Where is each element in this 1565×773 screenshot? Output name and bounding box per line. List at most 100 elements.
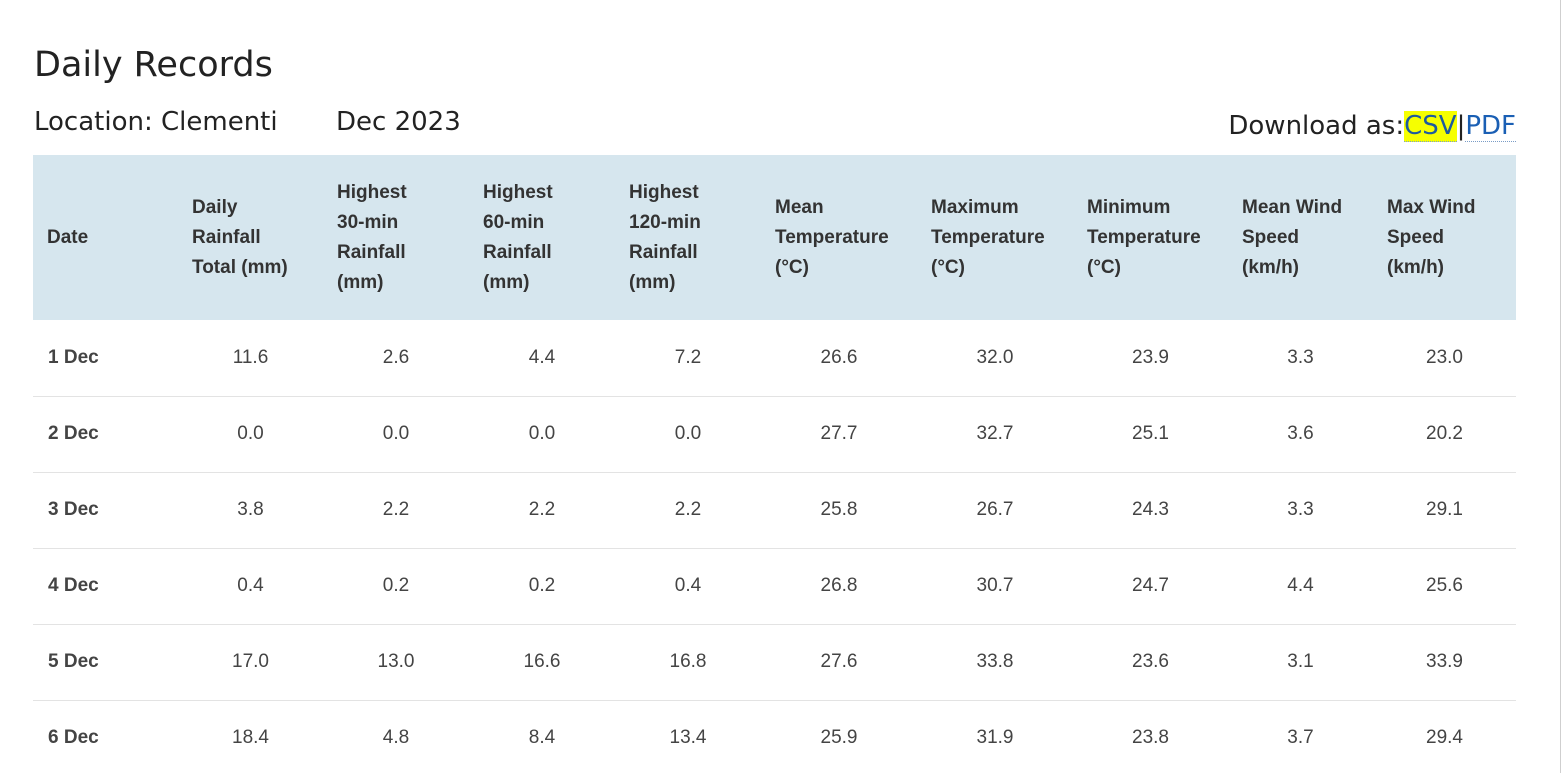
value-cell: 29.4	[1426, 727, 1463, 749]
value-cell: 0.4	[674, 575, 702, 596]
date-cell: 6 Dec	[48, 727, 99, 749]
value-cell: 3.3	[1287, 346, 1314, 368]
value-cell: 32.0	[976, 346, 1014, 368]
value-cell: 16.6	[523, 651, 561, 672]
value-cell: 27.7	[820, 423, 858, 444]
value-cell: 3.8	[237, 499, 264, 520]
value-cell: 23.6	[1132, 651, 1169, 672]
column-header-line: Total (mm)	[192, 256, 288, 278]
value-cell: 3.1	[1287, 651, 1314, 672]
column-header-line: Temperature	[1087, 226, 1201, 248]
column-header-line: 120-min	[629, 211, 701, 233]
value-cell: 0.0	[382, 423, 410, 444]
date-cell: 2 Dec	[48, 423, 99, 444]
table-row: 6 Dec 18.4 4.8 8.4 13.4 25.9 31.9 23.8 3.7 29.4	[33, 700, 1516, 773]
column-header-line: Daily	[192, 196, 238, 218]
column-header-line: Maximum	[931, 196, 1019, 218]
column-header-line: (mm)	[337, 271, 384, 293]
value-cell: 24.7	[1132, 575, 1169, 596]
column-header-line: Rainfall	[629, 241, 698, 263]
value-cell: 4.4	[528, 346, 556, 368]
value-cell: 0.2	[382, 575, 410, 596]
column-header-line: Date	[47, 226, 89, 248]
date-cell: 1 Dec	[48, 346, 99, 368]
column-header-line: 30-min	[337, 211, 399, 233]
date-cell: 3 Dec	[48, 499, 99, 520]
value-cell: 3.7	[1287, 727, 1314, 749]
column-header-line: Temperature	[931, 226, 1045, 248]
value-cell: 16.8	[669, 651, 707, 672]
column-header: Highest 30-min Rainfall (mm)	[323, 155, 469, 320]
column-header-line: Temperature	[775, 226, 889, 248]
value-cell: 3.3	[1287, 499, 1314, 520]
column-header-line: (mm)	[629, 271, 676, 293]
value-cell: 4.8	[382, 727, 410, 749]
value-cell: 26.8	[820, 575, 858, 596]
value-cell: 24.3	[1132, 499, 1169, 520]
column-header: Highest 60-min Rainfall (mm)	[469, 155, 615, 320]
value-cell: 31.9	[976, 727, 1014, 749]
value-cell: 8.4	[528, 727, 556, 749]
value-cell: 7.2	[674, 346, 702, 368]
column-header-line: Max Wind	[1387, 196, 1476, 218]
value-cell: 0.0	[237, 423, 264, 444]
date-cell: 5 Dec	[48, 651, 99, 672]
table-row: 5 Dec 17.0 13.0 16.6 16.8 27.6 33.8 23.6 3.1 33.9	[33, 624, 1516, 700]
table-header: Date Daily Rainfall Total (mm) Highest 30-min…	[33, 155, 1516, 320]
value-cell: 26.7	[976, 499, 1014, 520]
value-cell: 33.9	[1426, 651, 1463, 672]
download-options: Download as:CSV|PDF	[1228, 108, 1516, 144]
daily-records-table: Date Daily Rainfall Total (mm) Highest 30-min…	[33, 155, 1516, 773]
column-header: Max Wind Speed (km/h)	[1373, 155, 1516, 320]
value-cell: 23.9	[1132, 346, 1169, 368]
date-cell: 4 Dec	[48, 575, 99, 596]
column-header: Mean Temperature (°C)	[761, 155, 917, 320]
value-cell: 13.0	[377, 651, 415, 672]
column-header-line: Mean Wind	[1242, 196, 1343, 218]
column-header-line: Highest	[337, 181, 407, 203]
table-header-row: Date Daily Rainfall Total (mm) Highest 30-min…	[33, 155, 1516, 320]
download-pdf-link[interactable]: PDF	[1465, 111, 1516, 142]
value-cell: 25.1	[1132, 423, 1169, 444]
table-row: 1 Dec 11.6 2.6 4.4 7.2 26.6 32.0 23.9 3.3 23.0	[33, 320, 1516, 396]
page-title: Daily Records	[34, 45, 273, 85]
value-cell: 20.2	[1426, 423, 1463, 444]
value-cell: 33.8	[976, 651, 1014, 672]
value-cell: 23.8	[1132, 727, 1169, 749]
value-cell: 26.6	[820, 346, 858, 368]
value-cell: 2.2	[674, 499, 702, 520]
column-header-line: (°C)	[775, 256, 809, 278]
value-cell: 32.7	[976, 423, 1014, 444]
column-header: Mean Wind Speed (km/h)	[1228, 155, 1373, 320]
value-cell: 2.6	[382, 346, 410, 368]
column-header-line: Highest	[629, 181, 699, 203]
value-cell: 13.4	[669, 727, 707, 749]
value-cell: 25.8	[820, 499, 858, 520]
column-header-line: Speed	[1242, 226, 1300, 248]
value-cell: 11.6	[232, 346, 269, 368]
scrollbar-edge	[1560, 0, 1561, 773]
table-row: 4 Dec 0.4 0.2 0.2 0.4 26.8 30.7 24.7 4.4 25.6	[33, 548, 1516, 624]
value-cell: 27.6	[820, 651, 858, 672]
table-row: 3 Dec 3.8 2.2 2.2 2.2 25.8 26.7 24.3 3.3 29.1	[33, 472, 1516, 548]
column-header-line: Rainfall	[192, 226, 261, 248]
column-header-line: (km/h)	[1387, 256, 1444, 278]
column-header: Maximum Temperature (°C)	[917, 155, 1073, 320]
value-cell: 23.0	[1426, 346, 1463, 368]
location-label: Location: Clementi	[34, 107, 278, 137]
download-csv-link[interactable]: CSV	[1404, 111, 1457, 142]
value-cell: 18.4	[232, 727, 269, 749]
value-cell: 25.9	[820, 727, 858, 749]
column-header-line: Minimum	[1087, 196, 1171, 218]
value-cell: 0.0	[674, 423, 702, 444]
column-header-line: Speed	[1387, 226, 1445, 248]
value-cell: 29.1	[1426, 499, 1463, 520]
value-cell: 30.7	[976, 575, 1014, 596]
value-cell: 3.6	[1287, 423, 1314, 444]
column-header-line: 60-min	[483, 211, 545, 233]
column-header-line: Mean	[775, 196, 824, 218]
column-header-line: Highest	[483, 181, 553, 203]
value-cell: 17.0	[232, 651, 269, 672]
value-cell: 0.2	[528, 575, 556, 596]
